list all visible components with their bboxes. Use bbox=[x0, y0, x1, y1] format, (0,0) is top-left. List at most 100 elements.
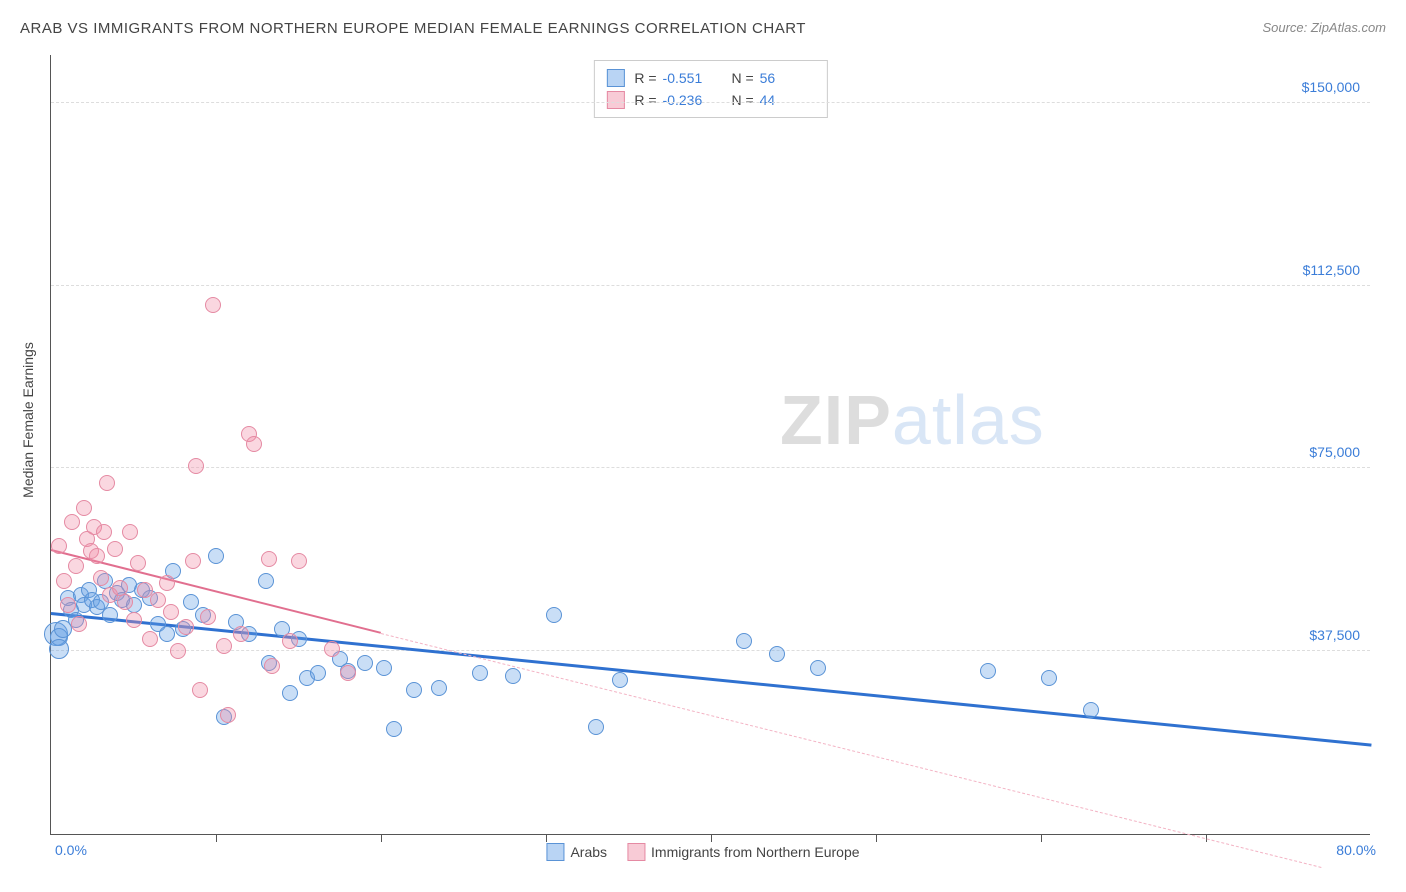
data-point bbox=[76, 500, 92, 516]
x-tick bbox=[546, 834, 547, 842]
data-point bbox=[192, 682, 208, 698]
stat-n-label: N = bbox=[728, 70, 754, 86]
legend-swatch bbox=[606, 91, 624, 109]
data-point bbox=[49, 639, 69, 659]
data-point bbox=[96, 524, 112, 540]
data-point bbox=[117, 594, 133, 610]
grid-line bbox=[51, 102, 1370, 103]
data-point bbox=[261, 551, 277, 567]
data-point bbox=[200, 609, 216, 625]
stat-n-value: 56 bbox=[760, 70, 815, 86]
data-point bbox=[185, 553, 201, 569]
data-point bbox=[810, 660, 826, 676]
data-point bbox=[357, 655, 373, 671]
stat-n-label: N = bbox=[728, 92, 754, 108]
y-tick-label: $37,500 bbox=[1309, 627, 1360, 643]
x-tick bbox=[1041, 834, 1042, 842]
data-point bbox=[588, 719, 604, 735]
data-point bbox=[376, 660, 392, 676]
legend-item-label: Arabs bbox=[570, 844, 607, 860]
legend-swatch bbox=[627, 843, 645, 861]
data-point bbox=[546, 607, 562, 623]
data-point bbox=[291, 553, 307, 569]
x-tick bbox=[381, 834, 382, 842]
data-point bbox=[980, 663, 996, 679]
data-point bbox=[178, 619, 194, 635]
data-point bbox=[142, 631, 158, 647]
y-axis-label: Median Female Earnings bbox=[20, 342, 36, 498]
data-point bbox=[505, 668, 521, 684]
x-axis-max-label: 80.0% bbox=[1336, 842, 1376, 858]
data-point bbox=[406, 682, 422, 698]
data-point bbox=[1083, 702, 1099, 718]
grid-line bbox=[51, 650, 1370, 651]
y-tick-label: $75,000 bbox=[1309, 444, 1360, 460]
data-point bbox=[472, 665, 488, 681]
data-point bbox=[60, 597, 76, 613]
trend-line-ext bbox=[381, 633, 1322, 868]
data-point bbox=[150, 592, 166, 608]
data-point bbox=[68, 558, 84, 574]
data-point bbox=[264, 658, 280, 674]
data-point bbox=[188, 458, 204, 474]
x-tick bbox=[711, 834, 712, 842]
data-point bbox=[1041, 670, 1057, 686]
legend-swatch bbox=[606, 69, 624, 87]
legend-bottom-item: Immigrants from Northern Europe bbox=[627, 843, 860, 861]
data-point bbox=[102, 607, 118, 623]
data-point bbox=[159, 626, 175, 642]
data-point bbox=[769, 646, 785, 662]
data-point bbox=[205, 297, 221, 313]
stat-n-value: 44 bbox=[760, 92, 815, 108]
grid-line bbox=[51, 285, 1370, 286]
x-tick bbox=[876, 834, 877, 842]
data-point bbox=[220, 707, 236, 723]
data-point bbox=[208, 548, 224, 564]
legend-bottom: Arabs Immigrants from Northern Europe bbox=[546, 843, 859, 861]
data-point bbox=[126, 612, 142, 628]
data-point bbox=[736, 633, 752, 649]
stat-r-value: -0.236 bbox=[663, 92, 718, 108]
data-point bbox=[56, 573, 72, 589]
legend-item-label: Immigrants from Northern Europe bbox=[651, 844, 860, 860]
data-point bbox=[233, 626, 249, 642]
chart-source: Source: ZipAtlas.com bbox=[1262, 20, 1386, 35]
data-point bbox=[64, 514, 80, 530]
data-point bbox=[122, 524, 138, 540]
x-tick bbox=[216, 834, 217, 842]
data-point bbox=[159, 575, 175, 591]
y-tick-label: $112,500 bbox=[1303, 262, 1360, 278]
legend-swatch bbox=[546, 843, 564, 861]
legend-bottom-item: Arabs bbox=[546, 843, 607, 861]
x-axis-min-label: 0.0% bbox=[55, 842, 87, 858]
chart-plot-area: R = -0.551 N = 56 R = -0.236 N = 44 $37,500 $7… bbox=[50, 55, 1370, 835]
data-point bbox=[107, 541, 123, 557]
data-point bbox=[386, 721, 402, 737]
legend-stats-row: R = -0.551 N = 56 bbox=[606, 67, 814, 89]
chart-title: ARAB VS IMMIGRANTS FROM NORTHERN EUROPE … bbox=[20, 20, 806, 37]
data-point bbox=[71, 616, 87, 632]
data-point bbox=[112, 580, 128, 596]
data-point bbox=[216, 638, 232, 654]
data-point bbox=[324, 641, 340, 657]
data-point bbox=[310, 665, 326, 681]
data-point bbox=[612, 672, 628, 688]
stat-r-label: R = bbox=[634, 92, 656, 108]
data-point bbox=[93, 570, 109, 586]
stat-r-value: -0.551 bbox=[663, 70, 718, 86]
grid-line bbox=[51, 467, 1370, 468]
stat-r-label: R = bbox=[634, 70, 656, 86]
data-point bbox=[163, 604, 179, 620]
data-point bbox=[99, 475, 115, 491]
data-point bbox=[282, 685, 298, 701]
legend-stats-box: R = -0.551 N = 56 R = -0.236 N = 44 bbox=[593, 60, 827, 118]
data-point bbox=[258, 573, 274, 589]
data-point bbox=[51, 538, 67, 554]
data-point bbox=[89, 548, 105, 564]
data-point bbox=[246, 436, 262, 452]
data-point bbox=[431, 680, 447, 696]
data-point bbox=[282, 633, 298, 649]
data-point bbox=[170, 643, 186, 659]
data-point bbox=[130, 555, 146, 571]
legend-stats-row: R = -0.236 N = 44 bbox=[606, 89, 814, 111]
